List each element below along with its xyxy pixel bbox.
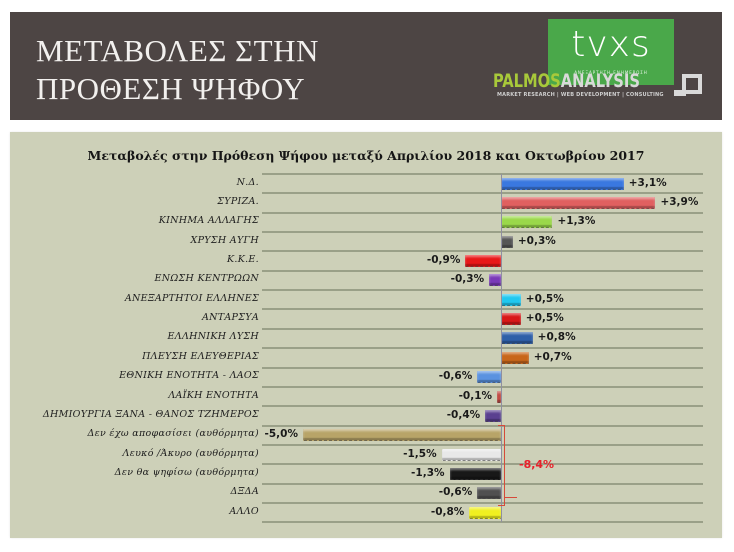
value-label: -0,4% xyxy=(446,408,481,421)
value-label: +3,9% xyxy=(660,196,699,209)
data-bar xyxy=(441,448,501,461)
value-label: -0,9% xyxy=(426,254,461,267)
bracket-annotation-label: -8,4% xyxy=(519,458,555,471)
category-label: ΑΝΕΞΑΡΤΗΤΟΙ ΕΛΛΗΝΕΣ xyxy=(124,292,259,304)
palmos-logo-tagline: MARKET RESEARCH | WEB DEVELOPMENT | CONS… xyxy=(497,92,664,98)
gridline xyxy=(262,173,703,175)
zero-axis-line xyxy=(501,174,502,522)
palmos-square-icon xyxy=(682,74,702,94)
value-label: -1,5% xyxy=(403,447,437,460)
gridline xyxy=(262,308,703,311)
category-label: Ν.Δ. xyxy=(236,176,259,188)
category-label: ΑΝΤΑΡΣΥΑ xyxy=(201,312,259,324)
category-label: ΔΞΔΑ xyxy=(230,486,259,498)
value-label: +0,3% xyxy=(517,234,556,247)
page-title: ΜΕΤΑΒΟΛΕΣ ΣΤΗΝ ΠΡΟΘΕΣΗ ΨΗΦΟΥ xyxy=(36,32,319,108)
gridline xyxy=(262,231,703,234)
bracket-annotation-top xyxy=(498,425,505,426)
category-label: Δεν θα ψηφίσω (αυθόρμητα) xyxy=(114,466,259,478)
category-label: ΛΑΪΚΗ ΕΝΟΤΗΤΑ xyxy=(168,389,259,401)
gridline xyxy=(262,501,703,504)
data-bar xyxy=(489,274,501,287)
page-title-line-1: ΜΕΤΑΒΟΛΕΣ ΣΤΗΝ xyxy=(36,33,319,68)
data-bar xyxy=(501,351,529,364)
category-label: ΣΥΡΙΖΑ. xyxy=(217,196,259,208)
value-label: -0,6% xyxy=(438,370,473,383)
gridline xyxy=(262,443,703,446)
gridline xyxy=(262,424,703,427)
data-bar xyxy=(469,506,501,519)
palmos-square-tail-icon xyxy=(674,90,686,96)
gridline xyxy=(262,366,703,369)
gridline xyxy=(262,211,703,214)
value-label: -1,3% xyxy=(411,466,445,479)
tvxs-logo-tagline: ΑΝΕΞΑΡΤΗΤΗ ΕΝΗΜΕΡΩΣΗ xyxy=(574,70,648,75)
data-bar xyxy=(501,293,521,306)
category-label: Δεν έχω αποφασίσει (αυθόρμητα) xyxy=(87,428,259,440)
data-bar xyxy=(497,390,501,403)
gridline xyxy=(262,269,703,272)
tvxs-logo: tvxs ΑΝΕΞΑΡΤΗΤΗ ΕΝΗΜΕΡΩΣΗ xyxy=(548,19,674,85)
data-bar xyxy=(501,313,521,326)
data-bar xyxy=(501,197,656,210)
category-label: Λευκό /Άκυρο (αυθόρμητα) xyxy=(122,447,259,459)
data-bar xyxy=(501,216,553,229)
gridline xyxy=(262,463,703,466)
tvxs-logo-text: tvxs xyxy=(571,24,651,65)
value-label: -0,1% xyxy=(458,389,493,402)
category-label: ΑΛΛΟ xyxy=(229,505,259,517)
category-label: ΕΛΛΗΝΙΚΗ ΛΥΣΗ xyxy=(167,331,259,343)
category-label: ΧΡΥΣΗ ΑΥΓΗ xyxy=(190,234,259,246)
palmos-logo-part1: PALMOS xyxy=(493,70,561,92)
gridline xyxy=(262,385,703,388)
chart-panel: Μεταβολές στην Πρόθεση Ψήφου μεταξύ Απρι… xyxy=(10,132,722,538)
gridline xyxy=(262,289,703,292)
data-bar xyxy=(303,429,501,442)
gridline xyxy=(262,347,703,350)
category-label: ΠΛΕΥΣΗ ΕΛΕΥΘΕΡΙΑΣ xyxy=(142,350,259,362)
header-banner: ΜΕΤΑΒΟΛΕΣ ΣΤΗΝ ΠΡΟΘΕΣΗ ΨΗΦΟΥ tvxs ΑΝΕΞΑΡ… xyxy=(10,12,722,120)
value-label: +3,1% xyxy=(628,176,667,189)
data-bar xyxy=(477,371,501,384)
chart-title: Μεταβολές στην Πρόθεση Ψήφου μεταξύ Απρι… xyxy=(87,148,645,163)
gridline xyxy=(262,250,703,253)
palmos-analysis-logo: PALMOSANALYSIS xyxy=(493,70,640,92)
palmos-logo-part2: ANALYSIS xyxy=(560,70,640,92)
category-label: ΕΘΝΙΚΗ ΕΝΟΤΗΤΑ - ΛΑΟΣ xyxy=(119,370,259,382)
value-label: -0,3% xyxy=(450,273,485,286)
gridline xyxy=(262,327,703,330)
gridline xyxy=(262,405,703,408)
category-label: ΔΗΜΙΟΥΡΓΙΑ ΞΑΝΑ - ΘΑΝΟΣ ΤΖΗΜΕΡΟΣ xyxy=(42,408,259,420)
category-label: Κ.Κ.Ε. xyxy=(227,254,259,266)
gridline xyxy=(262,192,703,195)
value-label: -5,0% xyxy=(264,428,298,441)
value-label: +0,5% xyxy=(525,312,564,325)
value-label: -0,6% xyxy=(438,486,473,499)
bracket-annotation-line xyxy=(504,425,505,505)
data-bar xyxy=(501,177,624,190)
bracket-annotation-bottom xyxy=(498,505,505,506)
data-bar xyxy=(465,255,501,268)
value-label: +0,8% xyxy=(537,331,576,344)
category-label: ΕΝΩΣΗ ΚΕΝΤΡΩΩΝ xyxy=(154,273,259,285)
data-bar xyxy=(449,467,501,480)
value-label: -0,8% xyxy=(430,505,465,518)
page-title-line-2: ΠΡΟΘΕΣΗ ΨΗΦΟΥ xyxy=(36,71,306,106)
gridline xyxy=(262,482,703,485)
data-bar xyxy=(477,487,501,500)
gridline xyxy=(262,521,703,524)
data-bar xyxy=(501,235,513,248)
value-label: +0,5% xyxy=(525,292,564,305)
value-label: +1,3% xyxy=(557,215,596,228)
data-bar xyxy=(501,332,533,345)
data-bar xyxy=(485,409,501,422)
value-label: +0,7% xyxy=(533,350,572,363)
bracket-annotation-tick xyxy=(505,497,517,498)
category-label: ΚΙΝΗΜΑ ΑΛΛΑΓΗΣ xyxy=(158,215,259,227)
